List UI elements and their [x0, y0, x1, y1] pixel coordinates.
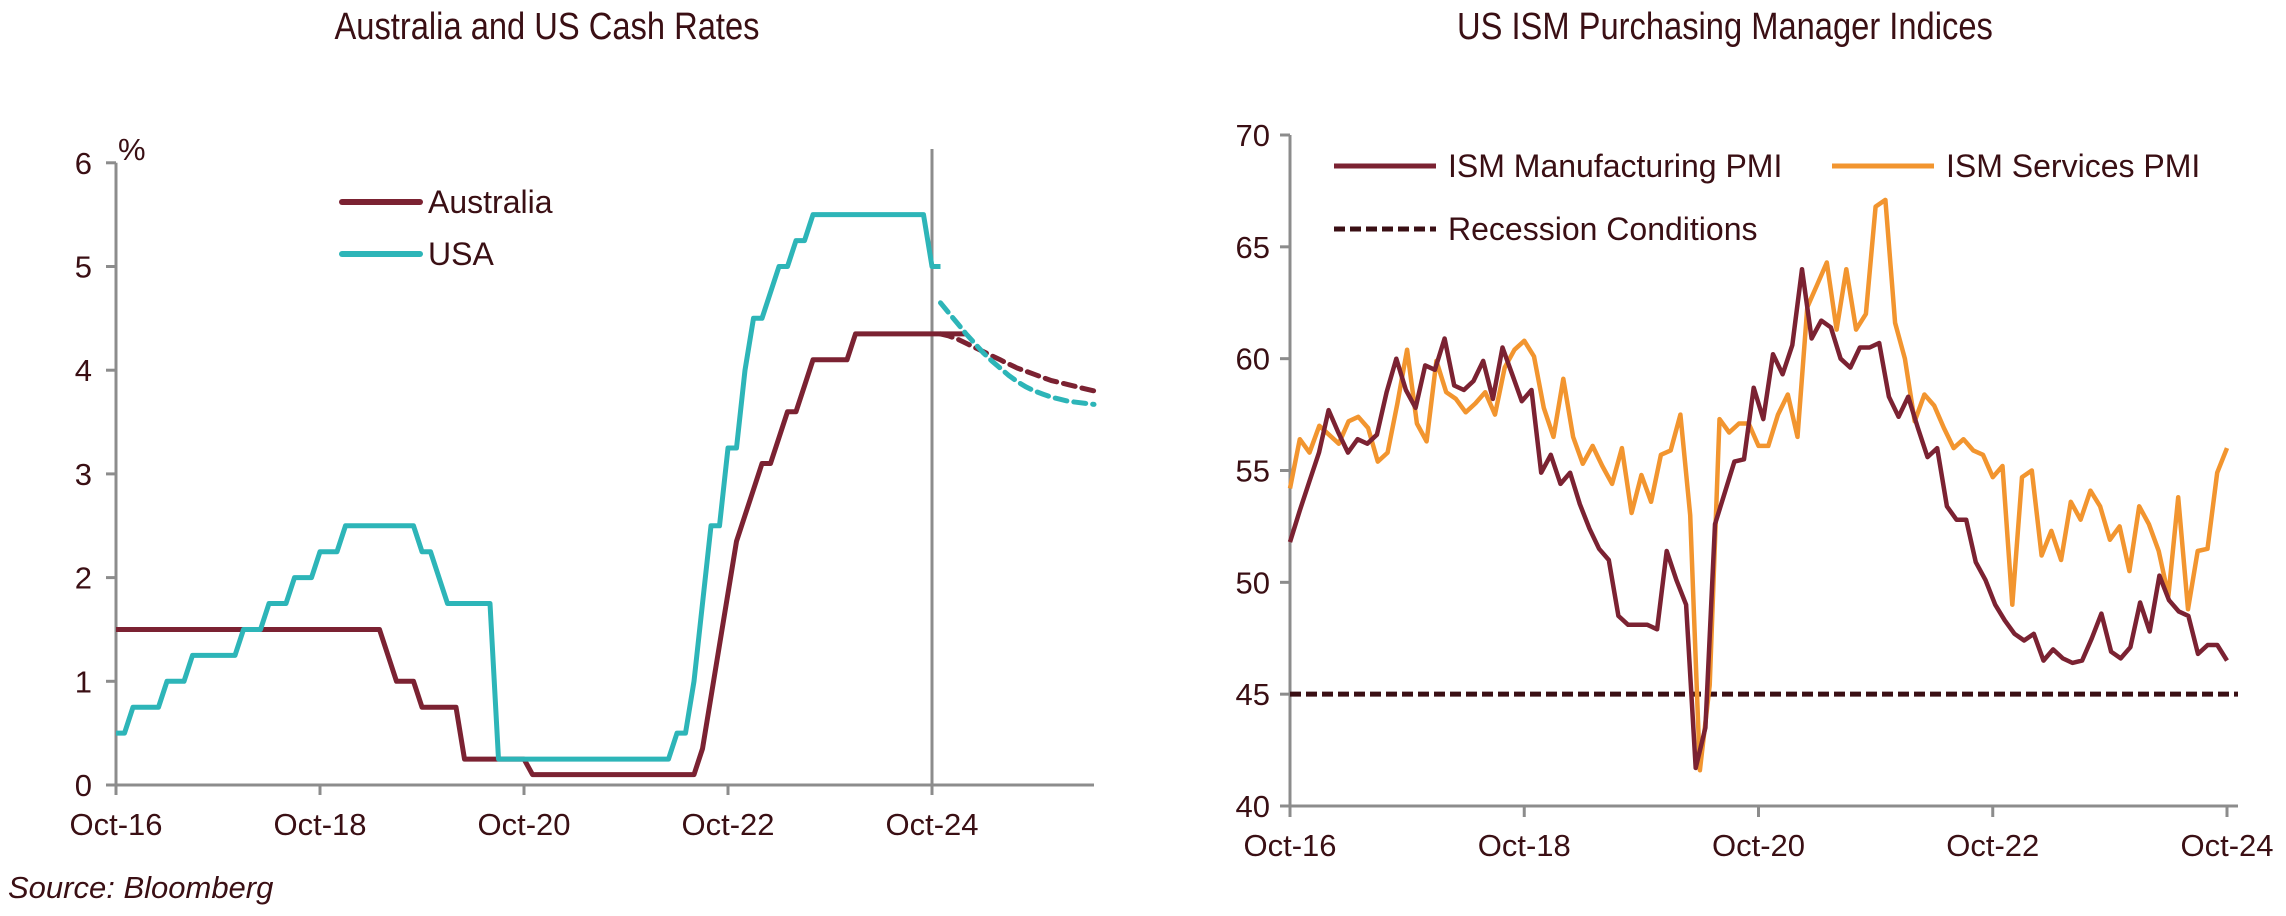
ism-pmi-chart: 40 45 50 55 60 65 70 Oct-16 Oct-18 Oct-20 Oct-22 Oc…: [1236, 118, 2274, 863]
x-tick-label: Oct-24: [885, 807, 978, 842]
ism-legend: ISM Manufacturing PMI ISM Services PMI R…: [1334, 148, 2200, 247]
chart-title-ism: US ISM Purchasing Manager Indices: [1457, 6, 1993, 48]
y-tick-label: 6: [75, 146, 92, 181]
x-tick-label: Oct-20: [477, 807, 570, 842]
y-tick-label: 5: [75, 250, 92, 285]
x-tick-label: Oct-16: [1243, 828, 1336, 863]
x-tick-label: Oct-18: [273, 807, 366, 842]
y-tick-label: 40: [1236, 789, 1270, 824]
x-tick-label: Oct-24: [2180, 828, 2273, 863]
ism-lines: [1287, 197, 2238, 773]
series-line-ism-services-pmi: [1287, 197, 2230, 773]
y-axis-unit-label: %: [118, 132, 146, 167]
y-tick-label: 55: [1236, 454, 1270, 489]
cash-rates-axes: 0 1 2 3 4 5 6 Oct-16 Oct-18 Oct-20 Oct-22 Oct-24: [69, 146, 1094, 842]
y-tick-label: 2: [75, 561, 92, 596]
x-tick-label: Oct-18: [1478, 828, 1571, 863]
cash-rates-lines: [116, 212, 1097, 778]
y-tick-label: 4: [75, 353, 92, 388]
legend-label-usa: USA: [428, 236, 494, 272]
forecast-line-usa: [938, 300, 1097, 407]
y-tick-label: 70: [1236, 118, 1270, 153]
x-tick-label: Oct-16: [69, 807, 162, 842]
series-line-ism-manufacturing-pmi: [1287, 266, 2229, 771]
cash-rates-legend: Australia USA: [339, 184, 553, 272]
chart-title-cash-rates: Australia and US Cash Rates: [334, 6, 760, 48]
legend-label-recession: Recession Conditions: [1448, 211, 1758, 247]
y-tick-label: 45: [1236, 677, 1270, 712]
legend-label-services: ISM Services PMI: [1946, 148, 2200, 184]
source-note: Source: Bloomberg: [8, 870, 274, 905]
legend-label-australia: Australia: [428, 184, 553, 220]
legend-label-manufacturing: ISM Manufacturing PMI: [1448, 148, 1782, 184]
y-tick-label: 50: [1236, 565, 1270, 600]
ism-axes: 40 45 50 55 60 65 70 Oct-16 Oct-18 Oct-20 Oct-22 Oc…: [1236, 118, 2274, 863]
series-line-australia: [116, 331, 966, 778]
y-tick-label: 1: [75, 664, 92, 699]
x-tick-label: Oct-20: [1712, 828, 1805, 863]
series-line-usa: [116, 212, 941, 762]
forecast-line-australia: [938, 331, 1097, 394]
x-tick-label: Oct-22: [1946, 828, 2039, 863]
y-tick-label: 3: [75, 457, 92, 492]
y-tick-label: 60: [1236, 342, 1270, 377]
y-tick-label: 0: [75, 768, 92, 803]
x-tick-label: Oct-22: [681, 807, 774, 842]
y-tick-label: 65: [1236, 230, 1270, 265]
